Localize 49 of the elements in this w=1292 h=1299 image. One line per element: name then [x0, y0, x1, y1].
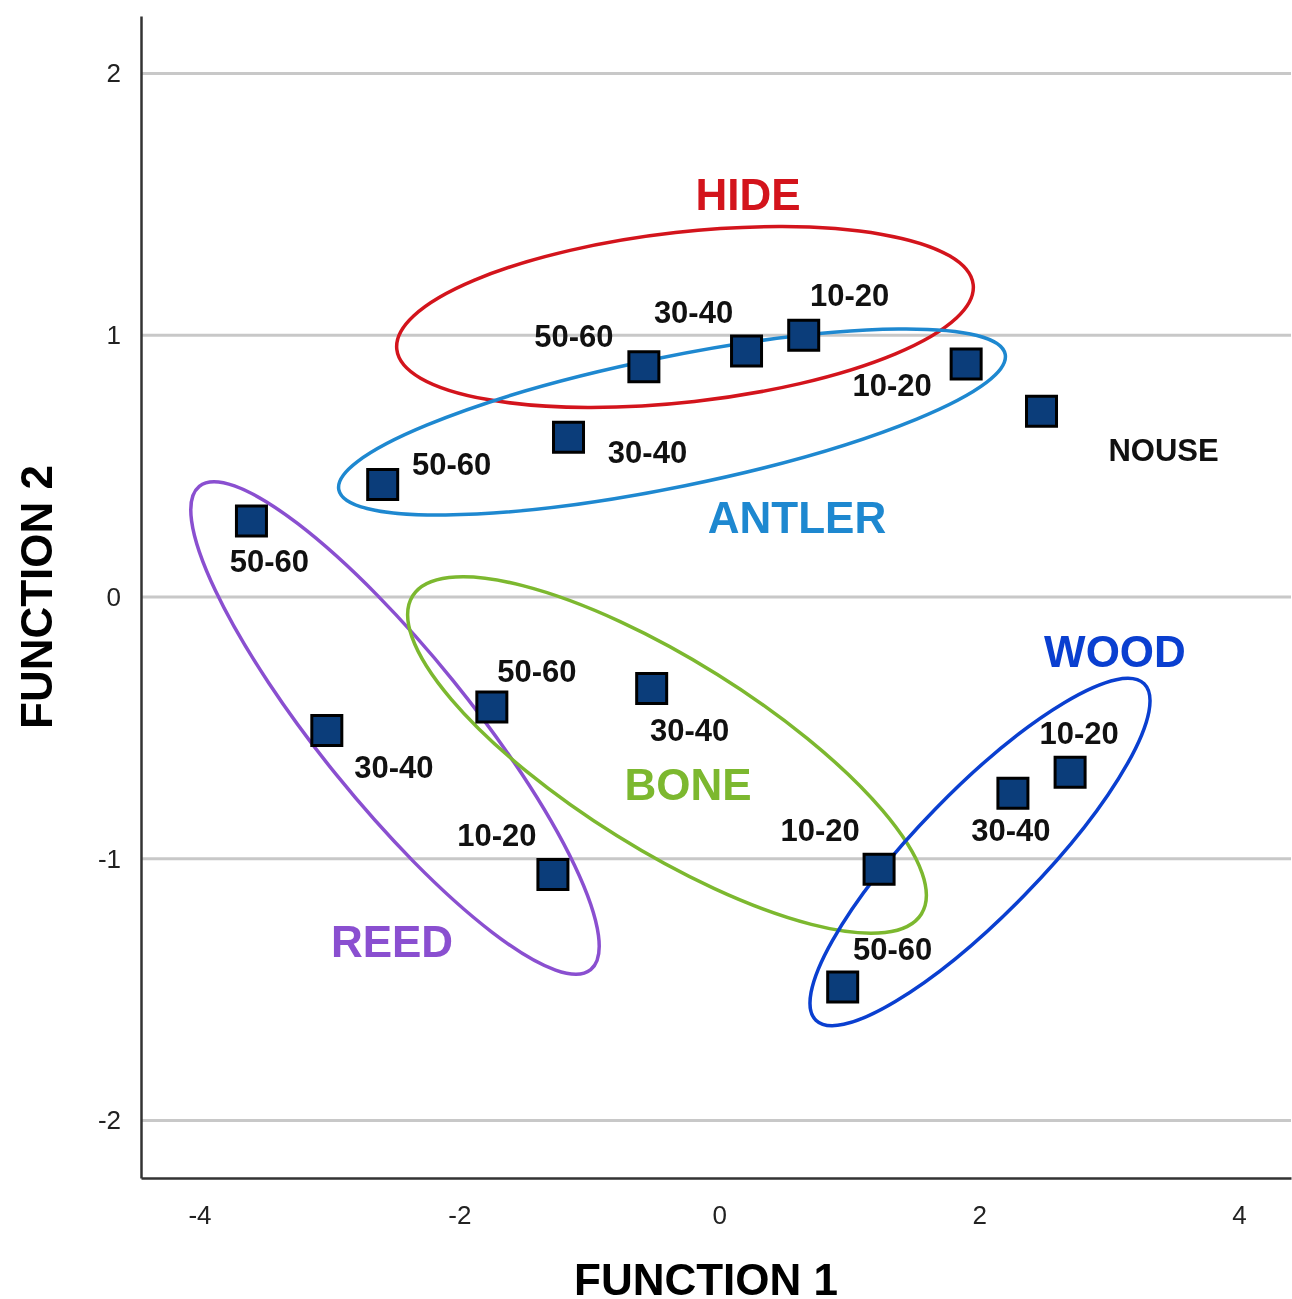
x-tick-label: -4	[188, 1200, 212, 1231]
x-tick-label: 0	[712, 1200, 727, 1231]
y-tick-label: 1	[106, 320, 121, 351]
x-tick-label: 2	[972, 1200, 987, 1231]
annotation: BONE	[624, 760, 752, 810]
point	[996, 776, 1030, 810]
data-label: 30-40	[650, 713, 730, 749]
data-label: 50-60	[229, 543, 310, 579]
data-label: 30-40	[354, 750, 434, 786]
point	[234, 504, 268, 538]
annotation: REED	[330, 917, 454, 967]
x-axis-title: FUNCTION 1	[574, 1255, 838, 1299]
point	[949, 347, 983, 381]
data-label: 50-60	[497, 653, 577, 689]
data-label: 10-20	[1039, 716, 1119, 752]
point	[1025, 394, 1059, 428]
point	[1053, 755, 1087, 789]
point	[310, 713, 344, 747]
data-label: 30-40	[653, 294, 734, 330]
y-tick-label: -2	[97, 1105, 121, 1136]
point	[536, 857, 570, 891]
y-tick-label: -1	[97, 843, 121, 874]
point	[635, 672, 669, 706]
data-label: 10-20	[810, 278, 890, 314]
data-label: 10-20	[457, 818, 537, 854]
x-tick-label: 4	[1232, 1200, 1247, 1231]
y-tick-label: 2	[106, 58, 121, 89]
point	[730, 334, 764, 368]
point	[552, 420, 586, 454]
annotation: HIDE	[695, 170, 801, 220]
point	[475, 690, 509, 724]
data-label: NOUSE	[1108, 433, 1219, 469]
data-label: 30-40	[607, 435, 688, 471]
data-label: 50-60	[534, 318, 614, 354]
point	[627, 350, 661, 384]
point	[862, 852, 896, 886]
y-axis-title: FUNCTION 2	[12, 465, 61, 729]
data-label: 10-20	[780, 813, 860, 849]
x-tick-label: -2	[448, 1200, 472, 1231]
data-label: 50-60	[412, 447, 492, 483]
annotation: ANTLER	[707, 493, 887, 543]
point	[366, 467, 400, 501]
point	[787, 318, 821, 352]
annotation: WOOD	[1044, 627, 1186, 677]
data-label: 30-40	[971, 813, 1051, 849]
data-label: 10-20	[852, 367, 932, 403]
data-label: 50-60	[853, 931, 933, 967]
y-tick-label: 0	[106, 581, 121, 612]
point	[826, 970, 860, 1004]
